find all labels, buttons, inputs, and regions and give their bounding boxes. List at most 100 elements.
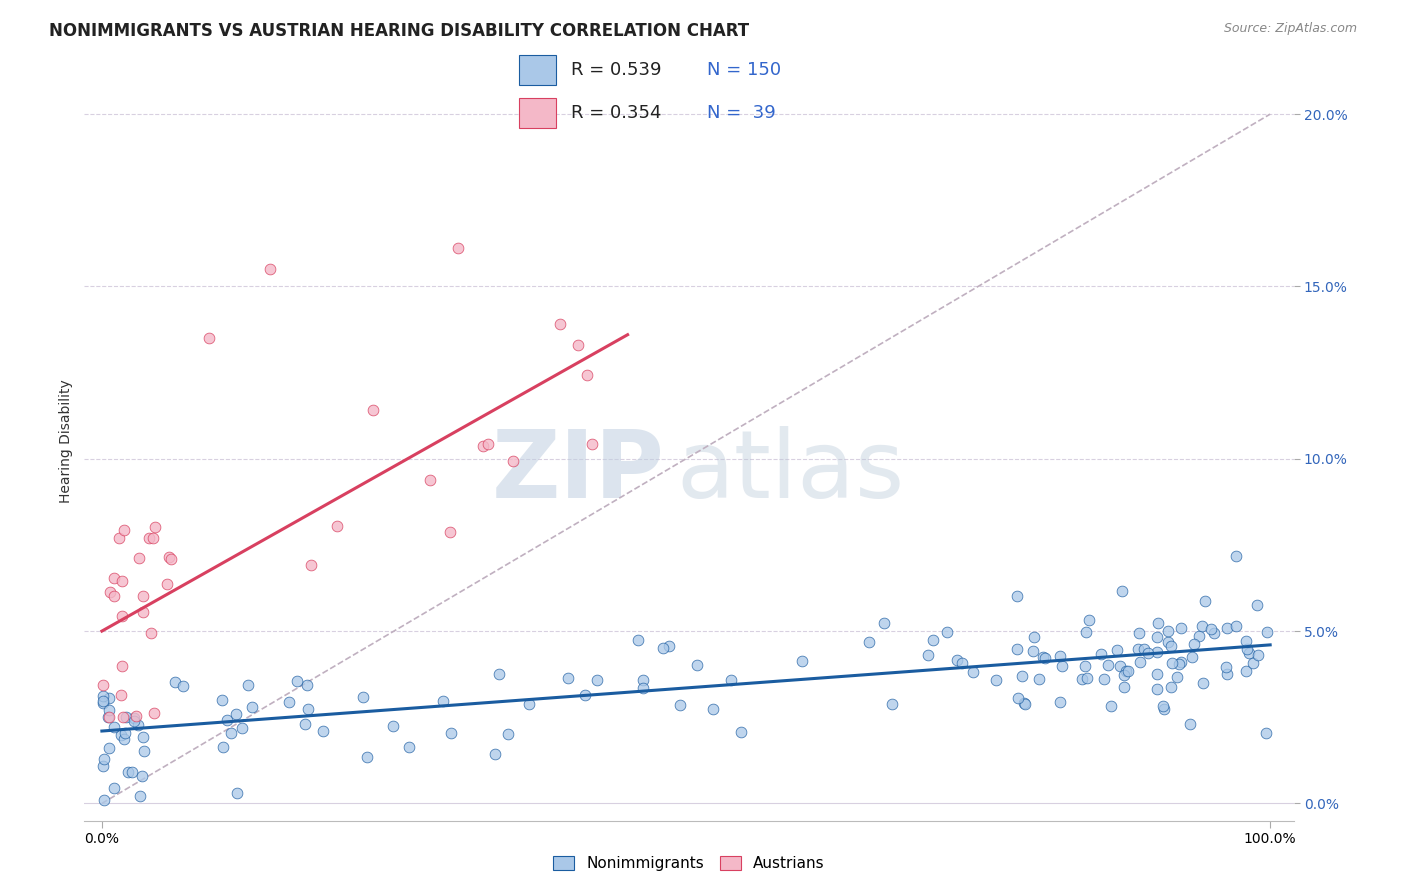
Point <box>1128 626 1150 640</box>
Point <box>1246 598 1268 612</box>
Point <box>1097 657 1119 672</box>
Point <box>1071 672 1094 686</box>
Text: ZIP: ZIP <box>492 425 665 518</box>
Point <box>1021 643 1043 657</box>
Point <box>575 368 598 383</box>
Point <box>1204 625 1226 640</box>
Point <box>1099 699 1122 714</box>
Point <box>917 648 939 663</box>
Point <box>145 520 167 534</box>
Point <box>124 711 146 725</box>
Point <box>157 549 180 564</box>
Point <box>1116 665 1139 679</box>
Point <box>398 739 420 754</box>
Point <box>91 677 114 691</box>
Point <box>1199 622 1222 636</box>
Point <box>502 454 524 468</box>
Point <box>1181 650 1204 665</box>
Point <box>550 317 572 331</box>
Point <box>278 695 301 709</box>
Point <box>730 724 752 739</box>
Point <box>1073 659 1095 673</box>
Text: NONIMMIGRANTS VS AUSTRIAN HEARING DISABILITY CORRELATION CHART: NONIMMIGRANTS VS AUSTRIAN HEARING DISABI… <box>49 22 749 40</box>
Point <box>1170 621 1192 635</box>
FancyBboxPatch shape <box>519 98 555 128</box>
Text: atlas: atlas <box>676 425 905 518</box>
Point <box>633 681 655 695</box>
Point <box>127 718 149 732</box>
Point <box>138 531 160 545</box>
Point <box>128 551 150 566</box>
Point <box>110 728 132 742</box>
Point <box>325 518 347 533</box>
Point <box>165 675 187 690</box>
FancyBboxPatch shape <box>519 55 555 85</box>
Point <box>91 693 114 707</box>
Point <box>1052 659 1074 673</box>
Point <box>702 702 724 716</box>
Point <box>962 665 984 680</box>
Point <box>1129 655 1152 669</box>
Point <box>1005 589 1028 603</box>
Point <box>132 731 155 745</box>
Point <box>1108 659 1130 673</box>
Point <box>114 710 136 724</box>
Point <box>381 719 404 733</box>
Point <box>297 702 319 716</box>
Point <box>1160 657 1182 671</box>
Point <box>103 780 125 795</box>
Point <box>1146 645 1168 659</box>
Point <box>1167 657 1189 672</box>
Point <box>129 789 152 803</box>
Point <box>1157 624 1180 639</box>
Point <box>1126 641 1149 656</box>
Point <box>1170 655 1192 669</box>
Point <box>361 403 384 417</box>
Point <box>219 725 242 739</box>
Point <box>1160 639 1182 653</box>
Point <box>935 624 957 639</box>
Point <box>1188 629 1211 643</box>
Point <box>1022 631 1045 645</box>
Point <box>160 551 183 566</box>
Text: R = 0.354: R = 0.354 <box>571 104 662 122</box>
Point <box>122 714 145 728</box>
Point <box>1216 666 1239 681</box>
Point <box>447 241 470 255</box>
Point <box>91 689 114 703</box>
Point <box>97 710 120 724</box>
Point <box>1115 665 1137 679</box>
Point <box>1247 648 1270 662</box>
Point <box>141 531 163 545</box>
Point <box>103 720 125 734</box>
Point <box>142 706 165 720</box>
Point <box>873 615 896 630</box>
Point <box>231 721 253 735</box>
Point <box>132 590 155 604</box>
Point <box>720 673 742 688</box>
Point <box>1216 621 1239 635</box>
Point <box>111 574 134 589</box>
Point <box>790 654 813 668</box>
Point <box>198 331 221 345</box>
Point <box>946 652 969 666</box>
Point <box>1092 672 1115 686</box>
Point <box>225 707 247 722</box>
Point <box>98 585 121 599</box>
Point <box>477 437 499 451</box>
Point <box>1090 647 1112 661</box>
Point <box>440 726 463 740</box>
Point <box>1225 549 1247 563</box>
Point <box>1076 672 1098 686</box>
Point <box>211 692 233 706</box>
Point <box>156 576 179 591</box>
Point <box>93 752 115 766</box>
Point <box>1112 680 1135 694</box>
Point <box>1192 676 1215 690</box>
Point <box>1049 648 1071 663</box>
Point <box>432 694 454 708</box>
Point <box>91 696 114 710</box>
Point <box>1074 624 1097 639</box>
Point <box>1007 641 1029 656</box>
Point <box>439 525 461 540</box>
